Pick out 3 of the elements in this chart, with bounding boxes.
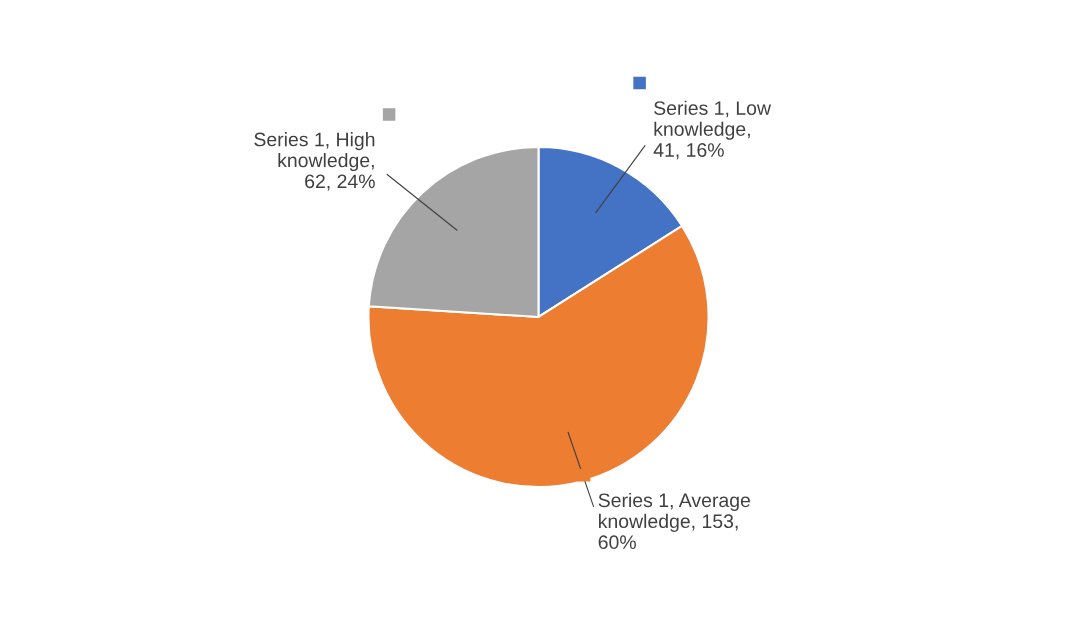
legend-label: Series 1, Average knowledge, 153, 60% [598,492,750,550]
legend-label: Series 1, High knowledge, 62, 24% [254,132,375,191]
legend-label: Series 1, Low knowledge, 41, 16% [653,100,772,160]
